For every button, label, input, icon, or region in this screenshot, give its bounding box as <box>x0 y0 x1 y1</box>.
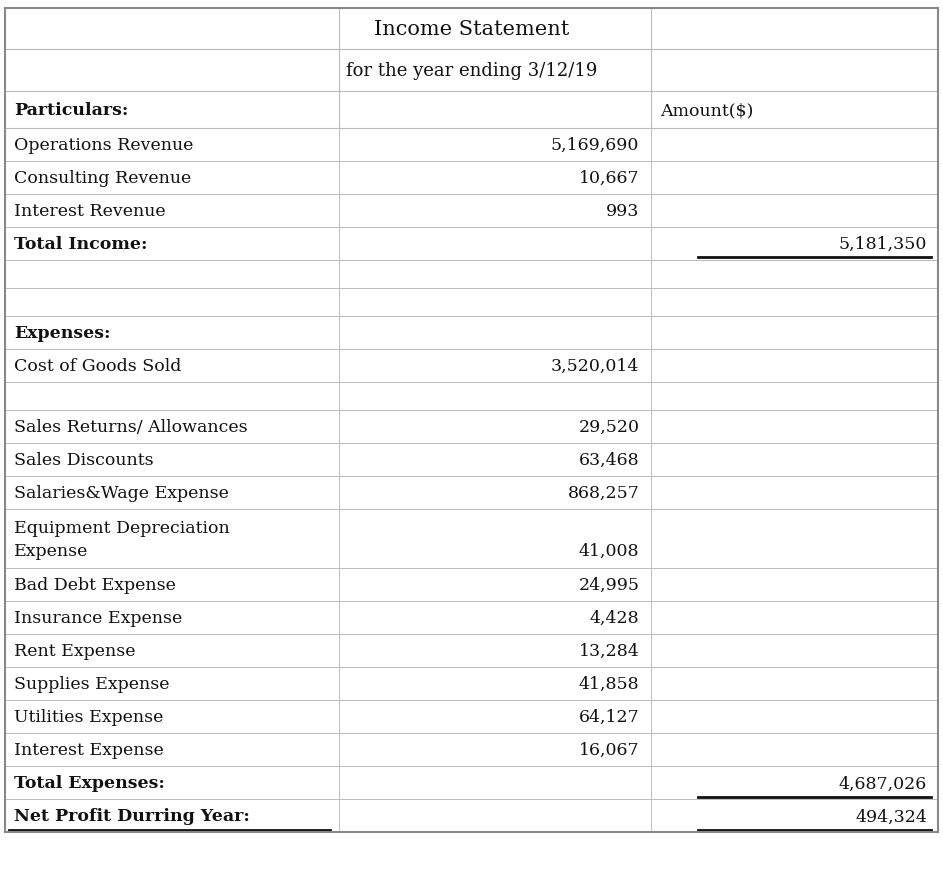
Text: Sales Discounts: Sales Discounts <box>14 451 154 468</box>
Bar <box>5 443 938 476</box>
Bar <box>5 601 938 634</box>
Bar <box>5 733 938 766</box>
Bar <box>5 410 938 443</box>
Text: 5,181,350: 5,181,350 <box>838 235 927 253</box>
Text: 63,468: 63,468 <box>579 451 639 468</box>
Bar <box>5 766 938 799</box>
Bar <box>5 667 938 700</box>
Text: Supplies Expense: Supplies Expense <box>14 675 170 693</box>
Bar <box>5 700 938 733</box>
Bar <box>5 162 938 195</box>
Text: 993: 993 <box>606 202 639 220</box>
Text: Utilities Expense: Utilities Expense <box>14 708 163 726</box>
Bar <box>5 476 938 509</box>
Text: Cost of Goods Sold: Cost of Goods Sold <box>14 357 181 375</box>
Text: Total Expenses:: Total Expenses: <box>14 774 165 792</box>
Bar <box>5 568 938 601</box>
Bar <box>5 799 938 833</box>
Text: Amount($): Amount($) <box>660 102 753 119</box>
Text: 16,067: 16,067 <box>579 741 639 759</box>
Text: 494,324: 494,324 <box>855 807 927 825</box>
Text: 41,008: 41,008 <box>579 542 639 559</box>
Text: Sales Returns/ Allowances: Sales Returns/ Allowances <box>14 418 248 435</box>
Bar <box>5 382 938 410</box>
Text: 29,520: 29,520 <box>578 418 639 435</box>
Text: 41,858: 41,858 <box>579 675 639 693</box>
Text: 4,428: 4,428 <box>589 609 639 627</box>
Text: Rent Expense: Rent Expense <box>14 642 136 660</box>
Bar <box>5 92 938 129</box>
Text: Salaries&Wage Expense: Salaries&Wage Expense <box>14 484 229 501</box>
Text: 13,284: 13,284 <box>579 642 639 660</box>
Text: Expenses:: Expenses: <box>14 324 110 342</box>
Bar <box>5 195 938 228</box>
Text: 5,169,690: 5,169,690 <box>551 136 639 154</box>
Text: 868,257: 868,257 <box>568 484 639 501</box>
Bar <box>5 261 938 289</box>
Text: Net Profit Durring Year:: Net Profit Durring Year: <box>14 807 250 825</box>
Text: 3,520,014: 3,520,014 <box>551 357 639 375</box>
Bar <box>5 129 938 162</box>
Text: Interest Expense: Interest Expense <box>14 741 164 759</box>
Text: 24,995: 24,995 <box>578 576 639 594</box>
Text: 64,127: 64,127 <box>579 708 639 726</box>
Bar <box>5 634 938 667</box>
Text: Insurance Expense: Insurance Expense <box>14 609 182 627</box>
Text: Equipment Depreciation: Equipment Depreciation <box>14 520 230 537</box>
Text: Expense: Expense <box>14 542 89 559</box>
Text: 4,687,026: 4,687,026 <box>838 774 927 792</box>
Text: Income Statement: Income Statement <box>373 20 570 39</box>
Text: Operations Revenue: Operations Revenue <box>14 136 193 154</box>
Text: 10,667: 10,667 <box>579 169 639 187</box>
Text: Bad Debt Expense: Bad Debt Expense <box>14 576 176 594</box>
Bar <box>5 289 938 316</box>
Text: Particulars:: Particulars: <box>14 102 128 119</box>
Bar <box>5 509 938 568</box>
Text: Interest Revenue: Interest Revenue <box>14 202 166 220</box>
Text: Total Income:: Total Income: <box>14 235 148 253</box>
Text: Consulting Revenue: Consulting Revenue <box>14 169 191 187</box>
Bar <box>5 349 938 382</box>
Text: for the year ending 3/12/19: for the year ending 3/12/19 <box>346 63 597 80</box>
Bar <box>5 316 938 349</box>
Bar <box>5 228 938 261</box>
